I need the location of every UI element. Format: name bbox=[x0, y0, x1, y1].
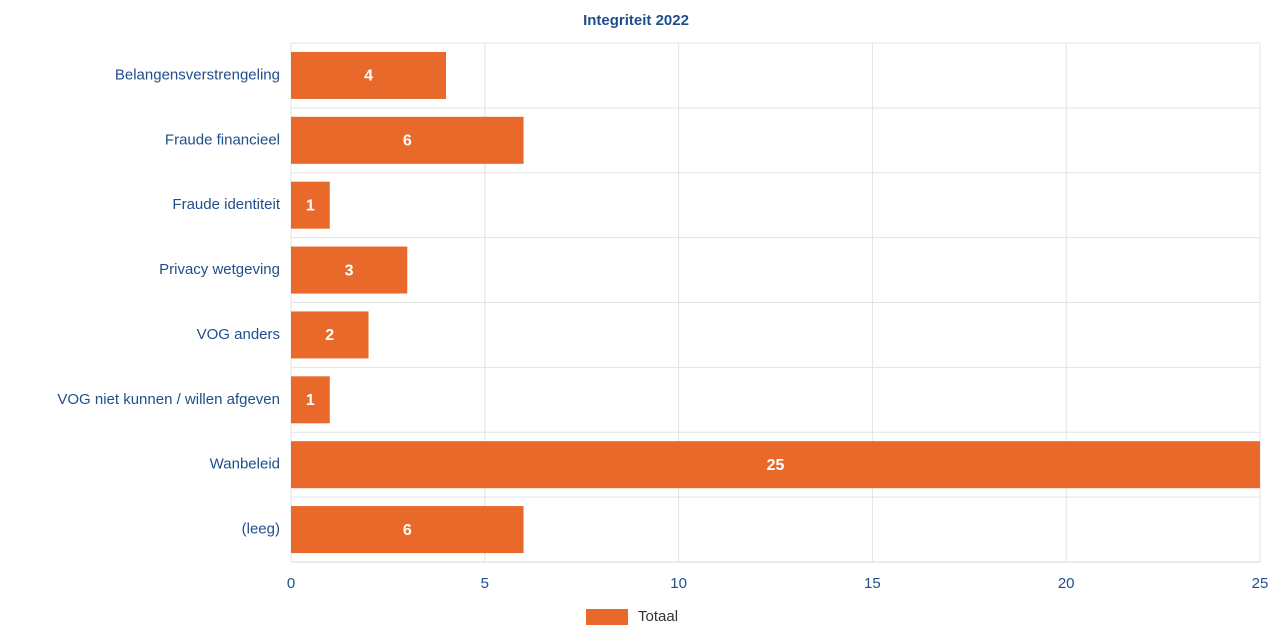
y-tick-label: Fraude financieel bbox=[165, 131, 280, 148]
legend-label: Totaal bbox=[638, 608, 678, 625]
value-label: 1 bbox=[306, 197, 315, 214]
bar bbox=[291, 376, 330, 424]
bar bbox=[291, 246, 408, 294]
y-tick-label: VOG anders bbox=[197, 326, 280, 343]
x-tick-label: 15 bbox=[864, 575, 881, 592]
y-tick-label: Belangensverstrengeling bbox=[115, 66, 280, 83]
legend-swatch bbox=[586, 609, 628, 625]
x-tick-label: 25 bbox=[1252, 575, 1269, 592]
chart-title: Integriteit 2022 bbox=[583, 12, 689, 29]
x-tick-label: 0 bbox=[287, 575, 295, 592]
value-label: 3 bbox=[345, 262, 354, 279]
bar bbox=[291, 181, 330, 229]
y-tick-label: Wanbeleid bbox=[210, 456, 280, 473]
y-tick-label: (leeg) bbox=[242, 521, 280, 538]
bar bbox=[291, 311, 369, 359]
x-tick-label: 20 bbox=[1058, 575, 1075, 592]
value-label: 6 bbox=[403, 133, 412, 150]
bar bbox=[291, 51, 447, 99]
bar bbox=[291, 116, 524, 164]
bar bbox=[291, 506, 524, 554]
value-label: 1 bbox=[306, 392, 315, 409]
y-tick-label: Privacy wetgeving bbox=[159, 261, 280, 278]
value-label: 2 bbox=[325, 327, 334, 344]
x-tick-label: 5 bbox=[481, 575, 489, 592]
bar bbox=[291, 441, 1260, 489]
y-tick-label: Fraude identiteit bbox=[172, 196, 280, 213]
value-label: 4 bbox=[364, 68, 373, 85]
x-tick-label: 10 bbox=[670, 575, 687, 592]
y-tick-label: VOG niet kunnen / willen afgeven bbox=[57, 391, 280, 408]
value-label: 6 bbox=[403, 522, 412, 539]
value-label: 25 bbox=[767, 457, 785, 474]
